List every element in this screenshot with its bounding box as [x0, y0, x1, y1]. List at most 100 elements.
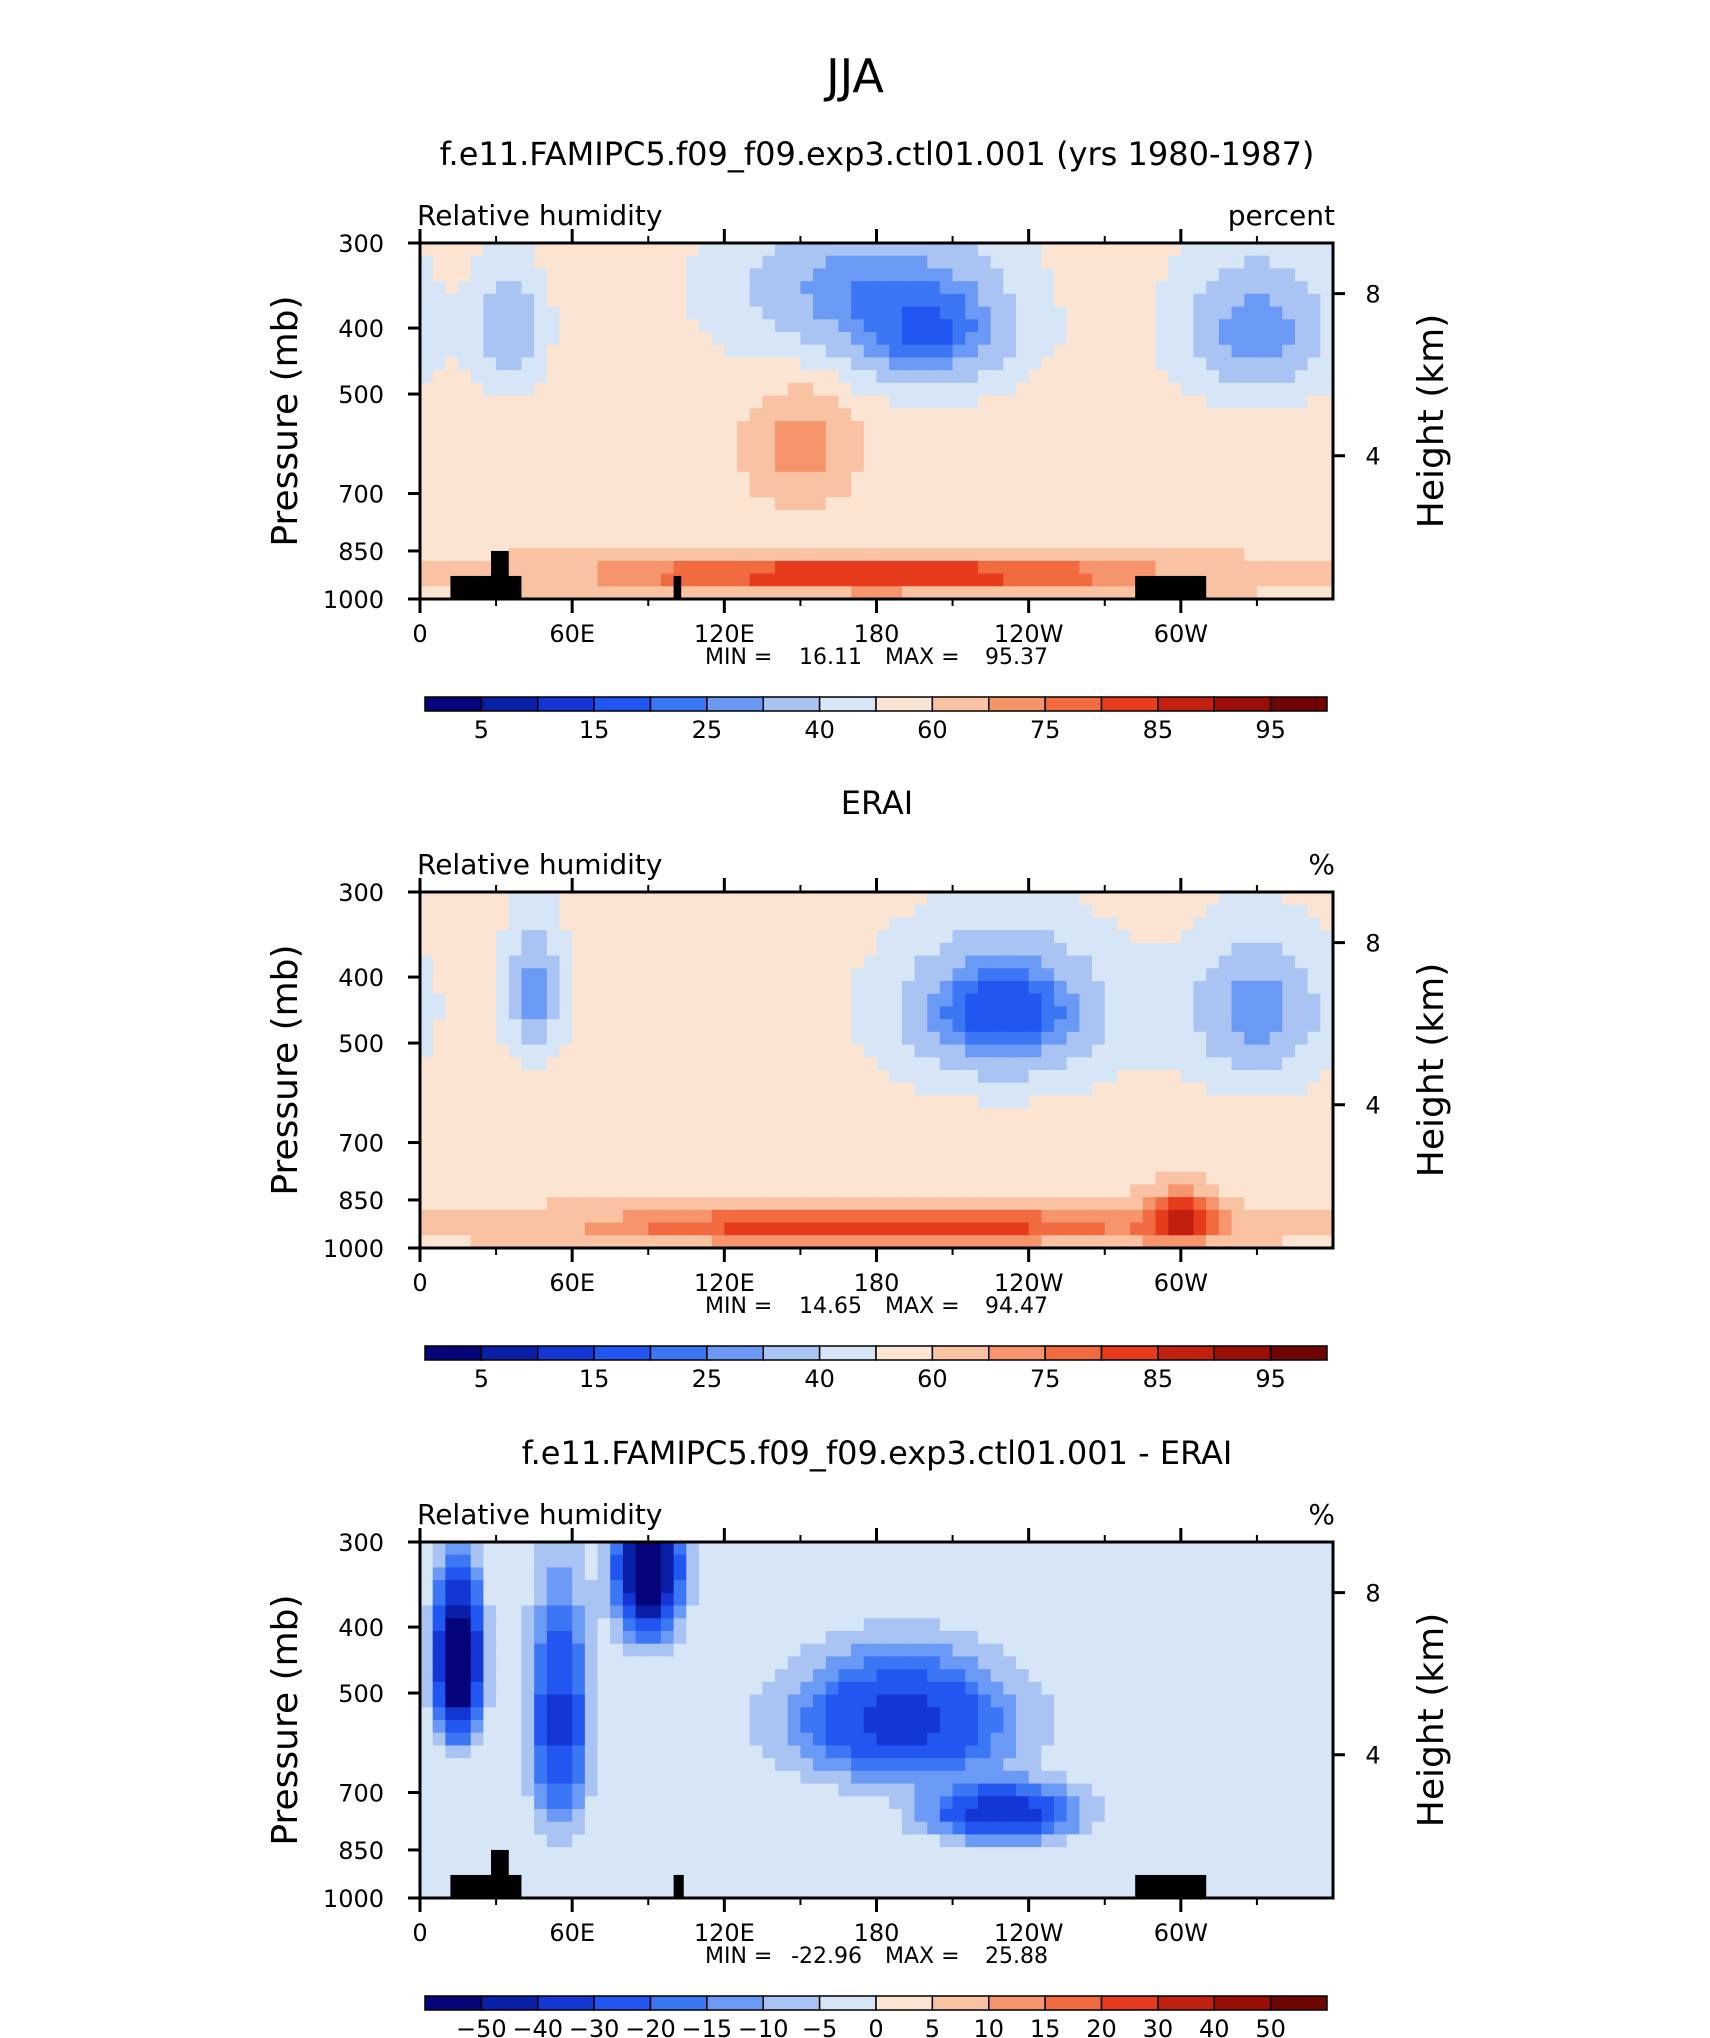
field-cell — [1269, 522, 1283, 537]
field-cell — [1180, 548, 1195, 562]
field-cell — [800, 1095, 814, 1109]
field-cell — [952, 1108, 966, 1122]
field-cell — [851, 1006, 865, 1020]
field-cell — [470, 1019, 484, 1033]
field-cell — [901, 243, 916, 257]
field-cell — [965, 1235, 979, 1249]
field-cell — [965, 268, 979, 282]
field-cell — [1130, 1643, 1144, 1658]
field-cell — [1256, 586, 1271, 600]
field-cell — [1130, 1031, 1144, 1046]
field-cell — [787, 1618, 802, 1632]
field-cell — [458, 1592, 472, 1607]
field-cell — [775, 1057, 789, 1071]
field-cell — [432, 497, 446, 511]
field-cell — [1180, 1146, 1195, 1160]
field-cell — [914, 1082, 928, 1097]
field-cell — [483, 484, 497, 498]
field-cell — [1206, 586, 1220, 600]
field-cell — [1028, 930, 1042, 944]
field-cell — [698, 1235, 713, 1249]
field-cell — [698, 1044, 713, 1058]
field-cell — [851, 586, 865, 600]
field-cell — [1028, 1197, 1042, 1211]
field-cell — [597, 1133, 611, 1147]
field-cell — [1003, 1146, 1017, 1160]
field-cell — [914, 421, 928, 435]
field-cell — [813, 497, 827, 511]
field-cell — [901, 1235, 916, 1249]
field-cell — [610, 1669, 624, 1683]
field-cell — [1142, 955, 1157, 969]
field-cell — [889, 1542, 903, 1556]
field-cell — [775, 370, 789, 384]
field-cell — [1282, 1095, 1296, 1109]
field-cell — [673, 433, 687, 448]
field-cell — [584, 1057, 599, 1071]
field-cell — [813, 1222, 827, 1236]
field-cell — [686, 1592, 700, 1607]
field-cell — [762, 1082, 776, 1097]
field-cell — [1117, 1006, 1131, 1020]
field-cell — [1218, 1019, 1233, 1033]
field-cell — [610, 892, 624, 906]
field-cell — [470, 459, 484, 473]
field-cell — [1092, 1669, 1106, 1683]
field-cell — [1104, 1082, 1119, 1097]
field-cell — [584, 560, 599, 575]
field-cell — [584, 459, 599, 473]
field-cell — [432, 548, 446, 562]
field-cell — [1028, 1108, 1042, 1122]
field-cell — [1218, 981, 1233, 995]
field-cell — [939, 293, 954, 308]
field-cell — [698, 1209, 713, 1224]
field-cell — [1294, 1605, 1309, 1619]
field-cell — [1231, 573, 1245, 587]
y-tick-label: 1000 — [323, 1235, 384, 1263]
field-cell — [889, 484, 903, 498]
field-cell — [1256, 484, 1271, 498]
field-cell — [1180, 1567, 1195, 1581]
field-cell — [648, 408, 662, 422]
field-cell — [1256, 892, 1271, 906]
field-cell — [1079, 1605, 1093, 1619]
field-cell — [749, 535, 763, 549]
field-cell — [1294, 1197, 1309, 1211]
field-cell — [546, 968, 561, 982]
field-cell — [775, 548, 789, 562]
field-cell — [1231, 930, 1245, 944]
field-cell — [660, 955, 675, 969]
field-cell — [521, 1095, 535, 1109]
field-cell — [483, 344, 497, 359]
field-cell — [635, 1643, 649, 1658]
field-cell — [584, 510, 599, 524]
colorbar-label: 40 — [804, 1365, 835, 1393]
field-cell — [1155, 255, 1169, 270]
field-cell — [1092, 1133, 1106, 1147]
field-cell — [432, 892, 446, 906]
field-cell — [749, 306, 763, 320]
colorbar: 5 15 25 40 60 75 85 95 — [424, 696, 1328, 744]
field-cell — [838, 522, 852, 537]
field-cell — [483, 1618, 497, 1632]
field-cell — [1282, 510, 1296, 524]
field-cell — [711, 1631, 725, 1645]
field-cell — [977, 1057, 992, 1071]
field-cell — [990, 1082, 1004, 1097]
field-cell — [800, 1044, 814, 1058]
field-cell — [648, 1605, 662, 1619]
field-cell — [1079, 1554, 1093, 1569]
field-cell — [445, 293, 459, 308]
field-cell — [470, 1044, 484, 1058]
field-cell — [660, 1222, 675, 1236]
field-cell — [876, 548, 890, 562]
field-cell — [1066, 1057, 1080, 1071]
field-cell — [1066, 370, 1080, 384]
field-cell — [737, 510, 751, 524]
field-cell — [724, 484, 738, 498]
field-cell — [1066, 332, 1080, 346]
field-cell — [686, 1605, 700, 1619]
field-cell — [546, 484, 561, 498]
field-cell — [965, 319, 979, 333]
